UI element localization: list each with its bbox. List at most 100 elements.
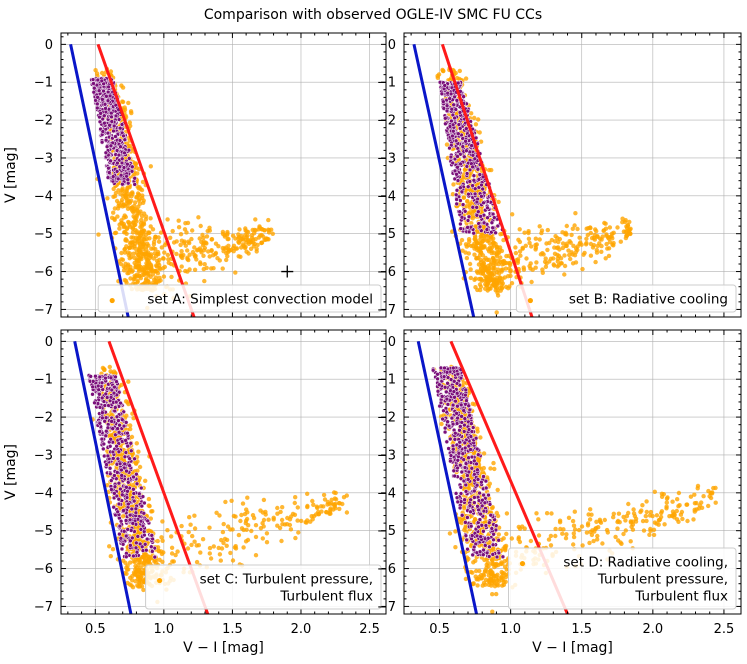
model-point bbox=[439, 91, 445, 97]
y-tick-label: −4 bbox=[377, 189, 396, 204]
observed-point bbox=[549, 237, 555, 243]
model-point bbox=[115, 176, 121, 182]
model-point bbox=[122, 461, 127, 467]
model-point bbox=[117, 461, 123, 467]
observed-point bbox=[478, 260, 484, 265]
observed-point bbox=[496, 267, 501, 272]
observed-point bbox=[315, 505, 320, 511]
observed-point bbox=[158, 230, 164, 235]
observed-point bbox=[174, 239, 179, 244]
observed-point bbox=[102, 367, 107, 372]
error-bar-marker bbox=[281, 265, 294, 278]
observed-point bbox=[575, 244, 580, 249]
observed-point bbox=[130, 268, 135, 273]
model-point bbox=[90, 379, 96, 384]
observed-point bbox=[141, 222, 147, 227]
observed-point bbox=[119, 250, 124, 256]
observed-point bbox=[123, 261, 128, 266]
observed-point bbox=[309, 514, 314, 519]
observed-point bbox=[564, 243, 569, 249]
observed-point bbox=[245, 237, 251, 243]
observed-point bbox=[454, 75, 460, 81]
observed-point bbox=[143, 214, 149, 219]
model-point bbox=[128, 441, 134, 446]
model-point bbox=[441, 99, 446, 104]
observed-point bbox=[131, 281, 136, 286]
model-point bbox=[102, 403, 108, 408]
y-axis-label: V [mag] bbox=[3, 444, 19, 500]
y-tick-label: −2 bbox=[34, 411, 53, 426]
observed-point bbox=[207, 254, 212, 259]
observed-point bbox=[545, 227, 550, 233]
observed-point bbox=[305, 503, 310, 509]
y-tick-label: −3 bbox=[34, 448, 53, 463]
observed-point bbox=[691, 517, 696, 522]
observed-point bbox=[193, 253, 198, 258]
observed-point bbox=[137, 246, 142, 251]
observed-point bbox=[540, 267, 545, 272]
observed-series bbox=[93, 66, 275, 311]
observed-point bbox=[288, 527, 294, 532]
observed-point bbox=[624, 233, 630, 238]
observed-point bbox=[457, 68, 462, 74]
model-point bbox=[90, 392, 95, 397]
observed-point bbox=[305, 518, 310, 523]
observed-point bbox=[468, 267, 473, 272]
observed-point bbox=[493, 241, 498, 247]
observed-point bbox=[491, 279, 496, 284]
model-point bbox=[100, 129, 106, 134]
model-point bbox=[100, 410, 105, 415]
model-point bbox=[490, 225, 495, 231]
plot-area bbox=[412, 43, 633, 317]
model-point bbox=[462, 209, 468, 214]
model-point bbox=[451, 128, 456, 134]
observed-point bbox=[169, 274, 174, 280]
observed-point bbox=[534, 260, 539, 265]
observed-point bbox=[156, 235, 161, 240]
observed-point bbox=[161, 550, 166, 555]
model-point bbox=[479, 194, 484, 199]
model-point bbox=[116, 152, 122, 158]
model-point bbox=[123, 420, 129, 425]
observed-point bbox=[293, 535, 298, 541]
observed-point bbox=[498, 255, 503, 260]
observed-point bbox=[146, 230, 151, 235]
model-point bbox=[95, 77, 101, 83]
model-point bbox=[477, 224, 483, 230]
model-point bbox=[108, 158, 113, 164]
observed-point bbox=[622, 219, 628, 225]
model-point bbox=[139, 503, 145, 509]
observed-point bbox=[494, 250, 499, 256]
observed-point bbox=[117, 226, 122, 231]
observed-point bbox=[185, 248, 190, 253]
model-point bbox=[140, 523, 146, 529]
observed-point bbox=[182, 227, 188, 232]
observed-point bbox=[244, 507, 249, 512]
observed-point bbox=[138, 224, 143, 230]
model-point bbox=[93, 98, 98, 103]
observed-point bbox=[523, 243, 528, 248]
observed-point bbox=[601, 228, 607, 233]
model-point bbox=[118, 400, 123, 406]
observed-point bbox=[179, 264, 184, 269]
observed-point bbox=[463, 76, 469, 81]
model-point bbox=[113, 113, 119, 119]
model-point bbox=[485, 205, 490, 211]
observed-point bbox=[137, 584, 143, 589]
model-point bbox=[131, 553, 136, 559]
observed-point bbox=[107, 544, 112, 549]
observed-point bbox=[527, 240, 532, 246]
model-point bbox=[107, 444, 113, 449]
model-point bbox=[470, 164, 475, 170]
model-point bbox=[129, 506, 135, 512]
red-edge-line bbox=[96, 43, 196, 317]
model-point bbox=[134, 540, 139, 546]
observed-point bbox=[126, 379, 131, 384]
model-point bbox=[101, 446, 106, 452]
observed-point bbox=[194, 559, 200, 565]
observed-point bbox=[165, 217, 170, 222]
observed-point bbox=[321, 504, 326, 509]
observed-point bbox=[435, 75, 440, 81]
observed-point bbox=[243, 233, 248, 238]
legend-label: Turbulent flux bbox=[279, 589, 373, 605]
